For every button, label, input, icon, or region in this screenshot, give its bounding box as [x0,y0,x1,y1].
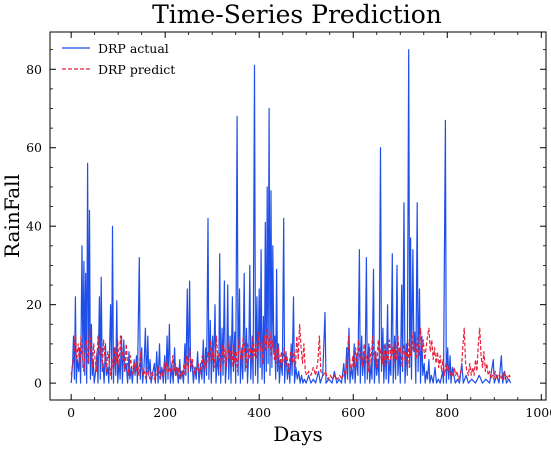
legend-label-predict: DRP predict [98,62,175,77]
legend-label-actual: DRP actual [98,41,169,56]
legend: DRP actual DRP predict [62,41,175,77]
x-tick-label: 400 [247,405,271,420]
y-tick-label: 40 [26,219,42,234]
chart-title: Time-Series Prediction [152,0,442,29]
x-tick-label: 800 [435,405,459,420]
x-axis-label: Days [273,422,323,446]
x-tick-label: 600 [341,405,365,420]
y-tick-label: 0 [34,376,42,391]
x-tick-label: 0 [67,405,75,420]
x-tick-label: 200 [153,405,177,420]
y-tick-label: 60 [26,140,42,155]
series-line-predict [70,323,512,380]
plot-lines [70,49,512,384]
y-axis-label: RainFall [0,174,24,258]
y-tick-label: 20 [26,297,42,312]
y-tick-label: 80 [26,62,42,77]
plot-frame [49,31,547,401]
series-line-actual [70,49,512,384]
